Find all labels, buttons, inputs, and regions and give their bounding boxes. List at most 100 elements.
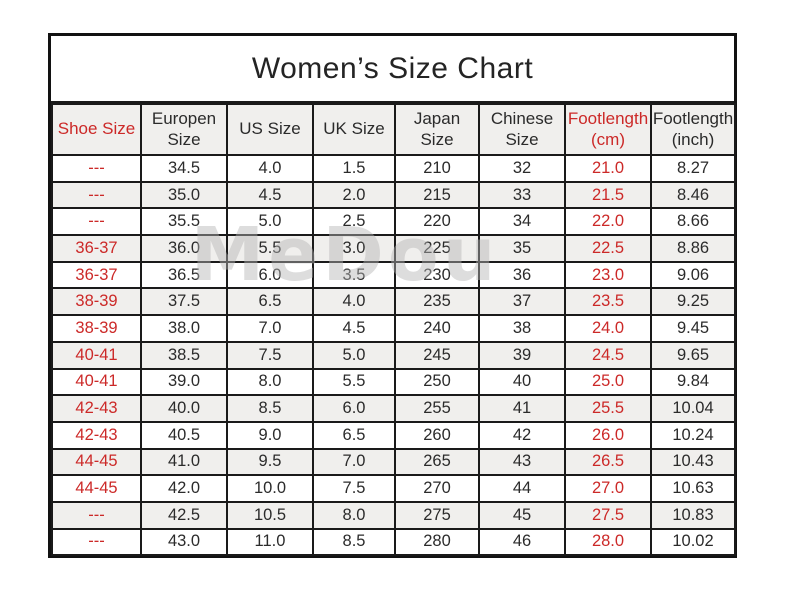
cell: 4.5 <box>312 314 396 343</box>
cell: 44-45 <box>51 474 142 503</box>
cell: 250 <box>394 367 480 397</box>
cell: 25.5 <box>564 394 652 423</box>
table-row: --- 42.5 10.5 8.0 275 45 27.5 10.83 <box>51 500 736 530</box>
cell: 9.25 <box>650 287 736 317</box>
cell: 275 <box>394 500 480 530</box>
cell: 22.5 <box>564 234 652 263</box>
cell: 42.0 <box>140 474 228 503</box>
cell: 10.02 <box>650 527 736 557</box>
cell: 230 <box>394 260 480 290</box>
cell: 33 <box>478 180 566 210</box>
cell: 270 <box>394 474 480 503</box>
cell: 4.5 <box>226 180 314 210</box>
cell: 8.66 <box>650 207 736 237</box>
column-header: US Size <box>226 103 314 156</box>
table-header-row: Shoe Size Europen Size US Size UK Size Japan… <box>51 103 736 156</box>
table-row: 42-43 40.0 8.5 6.0 255 41 25.5 10.04 <box>51 394 736 423</box>
cell: 7.5 <box>312 474 396 503</box>
size-table: Shoe Size Europen Size US Size UK Size Japan… <box>51 103 736 557</box>
cell: 260 <box>394 420 480 450</box>
cell: 23.0 <box>564 260 652 290</box>
table-row: --- 43.0 11.0 8.5 280 46 28.0 10.02 <box>51 527 736 557</box>
cell: 38-39 <box>51 287 142 317</box>
cell: 38 <box>478 314 566 343</box>
column-header: Chinese Size <box>478 103 566 156</box>
size-chart-frame: Women’s Size Chart Shoe Size Europen Size… <box>48 33 737 558</box>
cell: 240 <box>394 314 480 343</box>
table-row: 44-45 42.0 10.0 7.5 270 44 27.0 10.63 <box>51 474 736 503</box>
cell: 34.5 <box>140 154 228 183</box>
table-row: 38-39 37.5 6.5 4.0 235 37 23.5 9.25 <box>51 287 736 317</box>
cell: 5.5 <box>226 234 314 263</box>
cell: 8.0 <box>312 500 396 530</box>
table-row: --- 35.5 5.0 2.5 220 34 22.0 8.66 <box>51 207 736 237</box>
cell: --- <box>51 154 142 183</box>
cell: 43.0 <box>140 527 228 557</box>
cell: 10.04 <box>650 394 736 423</box>
cell: 22.0 <box>564 207 652 237</box>
page-title: Women’s Size Chart <box>51 36 734 103</box>
column-header: Footlength (cm) <box>564 103 652 156</box>
cell: --- <box>51 527 142 557</box>
cell: 8.5 <box>312 527 396 557</box>
cell: 10.5 <box>226 500 314 530</box>
cell: 7.5 <box>226 340 314 370</box>
cell: 225 <box>394 234 480 263</box>
cell: 36.5 <box>140 260 228 290</box>
column-header: Europen Size <box>140 103 228 156</box>
cell: 220 <box>394 207 480 237</box>
cell: 37 <box>478 287 566 317</box>
cell: 40-41 <box>51 367 142 397</box>
table-row: --- 34.5 4.0 1.5 210 32 21.0 8.27 <box>51 154 736 183</box>
table-row: 44-45 41.0 9.5 7.0 265 43 26.5 10.43 <box>51 447 736 477</box>
cell: 41.0 <box>140 447 228 477</box>
cell: 42 <box>478 420 566 450</box>
cell: 265 <box>394 447 480 477</box>
cell: 6.0 <box>312 394 396 423</box>
cell: 6.0 <box>226 260 314 290</box>
cell: 36 <box>478 260 566 290</box>
cell: 21.5 <box>564 180 652 210</box>
cell: 46 <box>478 527 566 557</box>
cell: --- <box>51 207 142 237</box>
cell: 8.27 <box>650 154 736 183</box>
cell: 44 <box>478 474 566 503</box>
cell: 39 <box>478 340 566 370</box>
cell: 3.0 <box>312 234 396 263</box>
cell: 7.0 <box>312 447 396 477</box>
cell: 39.0 <box>140 367 228 397</box>
cell: 24.5 <box>564 340 652 370</box>
cell: 11.0 <box>226 527 314 557</box>
cell: 8.5 <box>226 394 314 423</box>
cell: 45 <box>478 500 566 530</box>
cell: 40 <box>478 367 566 397</box>
cell: 5.0 <box>226 207 314 237</box>
cell: 210 <box>394 154 480 183</box>
cell: 40-41 <box>51 340 142 370</box>
cell: 26.0 <box>564 420 652 450</box>
cell: 8.46 <box>650 180 736 210</box>
cell: 27.5 <box>564 500 652 530</box>
table-row: 42-43 40.5 9.0 6.5 260 42 26.0 10.24 <box>51 420 736 450</box>
cell: 9.65 <box>650 340 736 370</box>
cell: 9.0 <box>226 420 314 450</box>
cell: 25.0 <box>564 367 652 397</box>
cell: 23.5 <box>564 287 652 317</box>
cell: 36-37 <box>51 260 142 290</box>
cell: 42-43 <box>51 394 142 423</box>
cell: 245 <box>394 340 480 370</box>
cell: 9.06 <box>650 260 736 290</box>
table-row: 40-41 39.0 8.0 5.5 250 40 25.0 9.84 <box>51 367 736 397</box>
cell: 4.0 <box>226 154 314 183</box>
cell: 10.24 <box>650 420 736 450</box>
cell: 43 <box>478 447 566 477</box>
cell: 6.5 <box>226 287 314 317</box>
cell: 44-45 <box>51 447 142 477</box>
cell: 5.0 <box>312 340 396 370</box>
column-header: Footlength (inch) <box>650 103 736 156</box>
cell: 1.5 <box>312 154 396 183</box>
table-row: 36-37 36.0 5.5 3.0 225 35 22.5 8.86 <box>51 234 736 263</box>
cell: 35 <box>478 234 566 263</box>
cell: 40.0 <box>140 394 228 423</box>
cell: 5.5 <box>312 367 396 397</box>
